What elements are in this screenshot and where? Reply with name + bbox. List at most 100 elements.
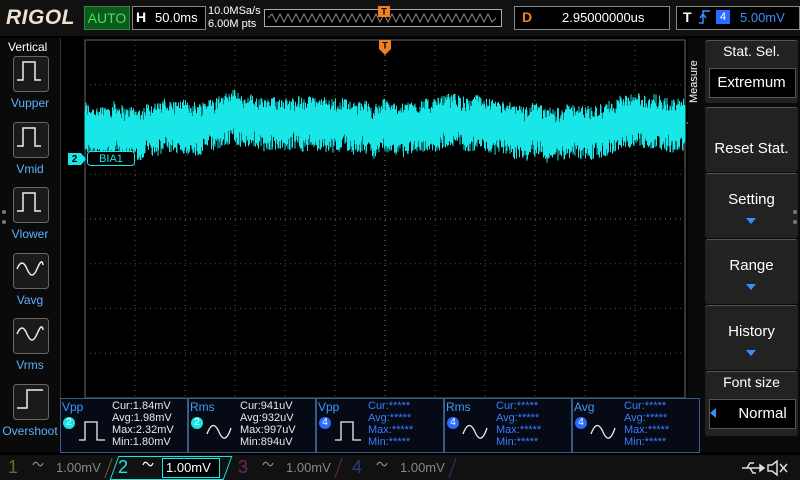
right-menu-title: Measure xyxy=(688,60,700,103)
measurement-stat: Avg:932uV xyxy=(240,412,294,424)
menu-icon[interactable] xyxy=(13,383,49,420)
waveform-area: T 2 BIA1 xyxy=(68,39,698,399)
measurement-icon xyxy=(79,421,105,441)
icon-frame xyxy=(13,383,49,420)
menu-button[interactable] xyxy=(705,305,798,370)
button-value: Extremum xyxy=(717,74,786,91)
arrow xyxy=(746,350,756,356)
channel-number: 3 xyxy=(238,457,249,477)
coupling-icon xyxy=(32,461,44,467)
measurement-stat: Cur:***** xyxy=(624,400,667,412)
left-menu-title: Vertical xyxy=(8,40,48,54)
trigger-position-label: T xyxy=(382,40,388,50)
icon-glyph xyxy=(17,192,41,212)
overview-wave xyxy=(267,12,497,24)
trigger-level: 5.00mV xyxy=(740,10,785,25)
channel-marker-box xyxy=(68,153,81,165)
memory-overview: T xyxy=(264,6,502,27)
channel-2-trace xyxy=(84,89,686,163)
measurement-stat: Avg:***** xyxy=(368,412,412,424)
channel-label-box xyxy=(87,151,135,166)
down-arrow xyxy=(746,284,756,290)
menu-label[interactable]: Vlower xyxy=(11,227,49,241)
trigger-channel: 4 xyxy=(716,10,730,24)
icon-glyph xyxy=(16,326,44,341)
measurement-panel[interactable] xyxy=(572,398,700,453)
button-label: Range xyxy=(729,257,774,274)
usb-icon xyxy=(742,462,766,474)
menu-label[interactable]: Vupper xyxy=(10,96,50,110)
sample-rate: 10.0MSa/s xyxy=(208,5,261,17)
mute-icon xyxy=(767,459,788,477)
menu-button[interactable] xyxy=(705,107,798,172)
side-dots xyxy=(2,210,10,224)
value-box xyxy=(709,399,796,429)
run-state[interactable]: AUTO xyxy=(84,6,130,30)
coupling-icon xyxy=(262,461,274,467)
icon-frame xyxy=(13,252,49,289)
measurement-icon xyxy=(206,424,232,439)
icon-glyph xyxy=(262,461,274,467)
timebase-label: H xyxy=(136,9,147,25)
menu-label[interactable]: Vrms xyxy=(16,358,44,372)
measurement-panel[interactable] xyxy=(444,398,572,453)
measurement-panel[interactable] xyxy=(60,398,188,453)
channel-scale: 1.00mV xyxy=(56,460,101,475)
button-label: History xyxy=(728,323,775,340)
icon-glyph xyxy=(16,260,44,276)
menu-icon[interactable] xyxy=(13,56,49,92)
menu-label[interactable]: Vavg xyxy=(16,292,44,307)
measurement-stat: Max:***** xyxy=(496,424,542,436)
timebase-value: 50.0ms xyxy=(155,10,198,25)
measurement-stat: Max:***** xyxy=(368,424,414,436)
measurement-name: Vpp xyxy=(318,400,340,414)
measurement-stat: Cur:941uV xyxy=(240,400,293,412)
side-dots xyxy=(793,210,800,224)
icon-glyph xyxy=(79,421,105,441)
button-label: Setting xyxy=(728,191,775,208)
measurement-name: Rms xyxy=(190,400,215,414)
icon-glyph xyxy=(335,421,361,441)
delay-box[interactable] xyxy=(514,6,670,30)
icon-glyph xyxy=(376,461,388,467)
measurement-stat: Avg:1.98mV xyxy=(112,412,172,424)
measurement-icon xyxy=(335,421,361,441)
trigger-box[interactable] xyxy=(676,6,800,30)
measurement-panel[interactable] xyxy=(316,398,444,453)
channel-number: 1 xyxy=(8,457,19,477)
measurement-name: Rms xyxy=(446,400,471,414)
button-value: Normal xyxy=(738,405,787,422)
measurement-stat: Cur:***** xyxy=(496,400,539,412)
measurement-channel: 4 xyxy=(575,417,587,429)
menu-label[interactable]: Vmid xyxy=(16,161,44,176)
arrow xyxy=(710,408,716,418)
measurement-channel: 4 xyxy=(319,417,331,429)
menu-button[interactable] xyxy=(705,173,798,238)
channel-scale: 1.00mV xyxy=(286,460,331,475)
channel-number: 2 xyxy=(118,457,129,477)
menu-button[interactable] xyxy=(705,239,798,304)
icon-glyph xyxy=(206,424,232,439)
measurement-stat: Cur:1.84mV xyxy=(112,400,171,412)
graticule xyxy=(84,39,686,399)
channel-label: BIA1 xyxy=(99,153,123,165)
measurement-panel[interactable] xyxy=(188,398,316,453)
button-label: Stat. Sel. xyxy=(723,43,780,59)
measurement-name: Vpp xyxy=(62,400,84,414)
measurement-icon xyxy=(590,424,616,439)
menu-icon[interactable] xyxy=(13,121,49,158)
measurement-stat: Max:997uV xyxy=(240,424,296,436)
measurement-stat: Avg:***** xyxy=(624,412,668,424)
trigger-slope-icon xyxy=(699,10,710,24)
left-arrow xyxy=(710,408,716,418)
icon-frame xyxy=(13,318,49,354)
status-icons xyxy=(742,459,788,477)
menu-icon[interactable] xyxy=(13,318,49,354)
menu-icon[interactable] xyxy=(13,252,49,289)
timebase-box[interactable] xyxy=(132,6,206,30)
value-box xyxy=(709,68,796,98)
button-label: Font size xyxy=(723,374,780,390)
menu-icon[interactable] xyxy=(13,187,49,223)
icon-glyph xyxy=(17,126,41,147)
menu-label[interactable]: Overshoot xyxy=(2,423,58,438)
